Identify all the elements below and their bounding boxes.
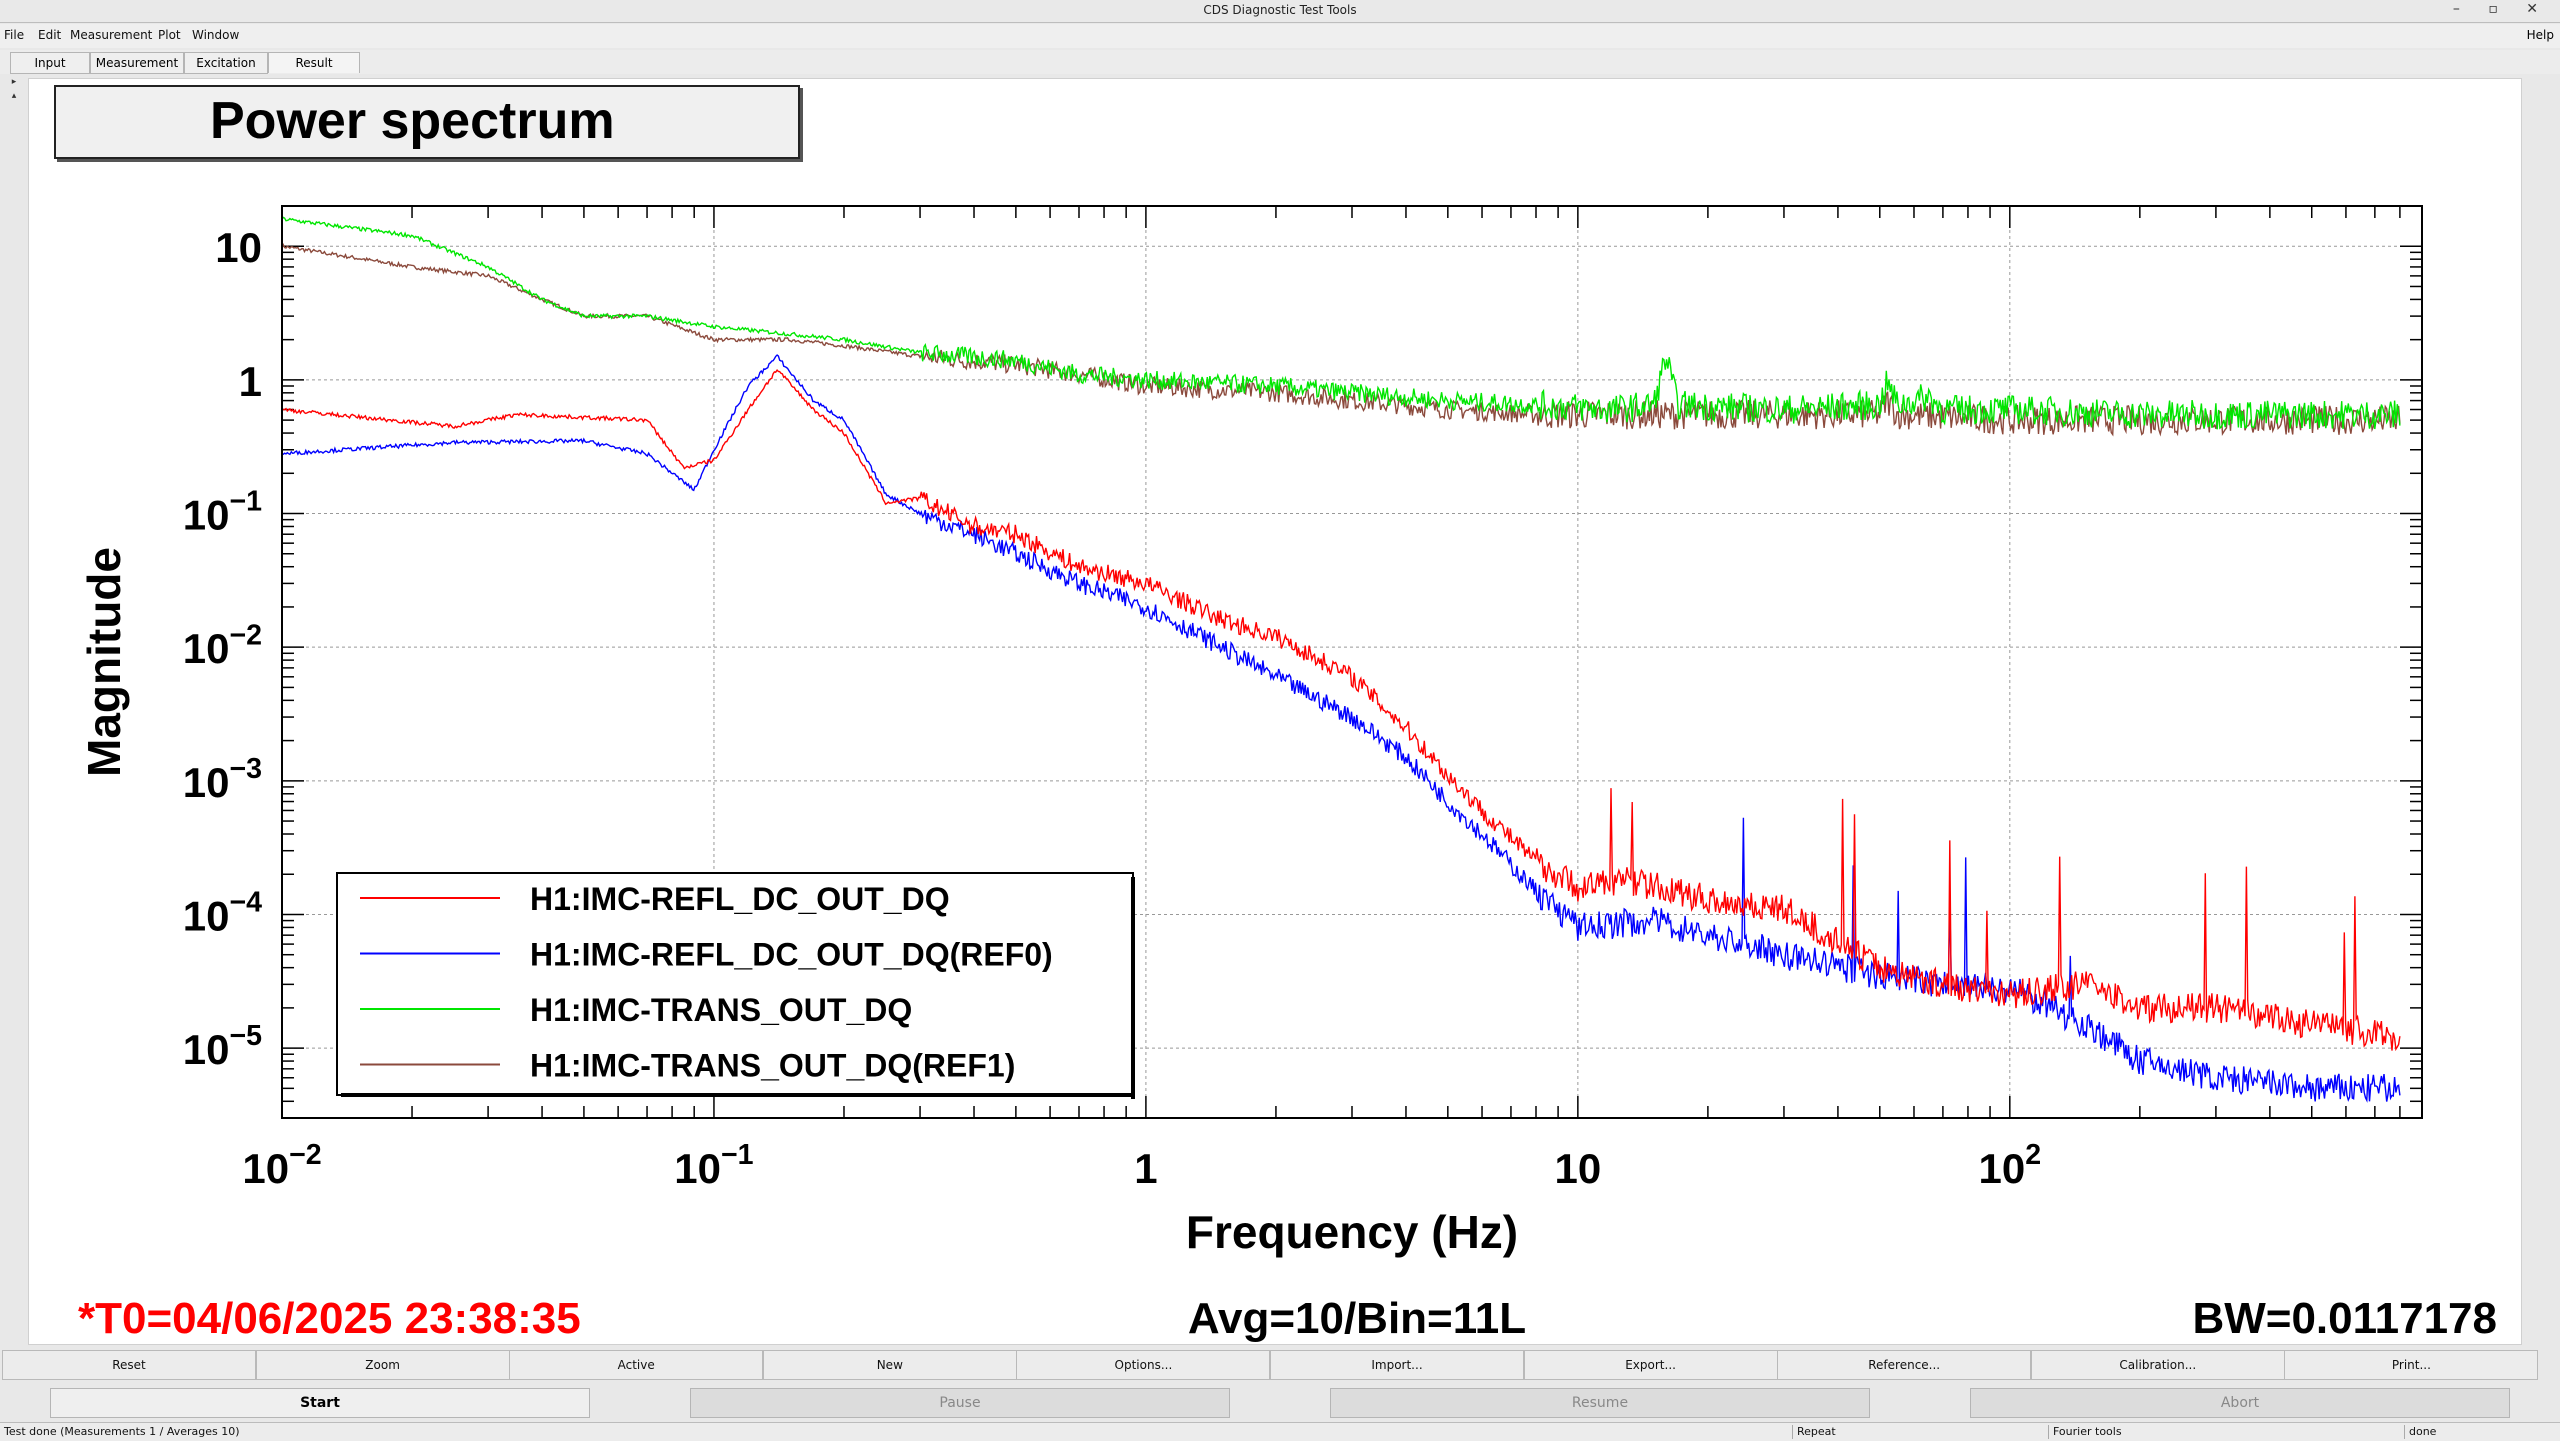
side-scroll-arrows[interactable]: ▸ ▴ xyxy=(6,75,22,105)
tab-excitation[interactable]: Excitation xyxy=(184,52,268,74)
export-button[interactable]: Export... xyxy=(1523,1350,1778,1380)
y-tick-label: 10−5 xyxy=(183,1020,262,1073)
abort-button[interactable]: Abort xyxy=(1970,1388,2510,1418)
x-tick-label: 10−2 xyxy=(242,1139,321,1192)
y-tick-label: 10−1 xyxy=(183,486,262,539)
tab-measurement[interactable]: Measurement xyxy=(90,52,184,74)
plot-toolbar: Reset Zoom Active New Options... Import... Exp… xyxy=(0,1345,2560,1385)
series-line-3 xyxy=(281,243,2401,437)
reset-button[interactable]: Reset xyxy=(2,1350,256,1380)
y-tick-label: 10 xyxy=(215,224,262,271)
plot-title-box: Power spectrum xyxy=(54,85,800,159)
tab-bar: Input Measurement Excitation Result xyxy=(0,50,2560,74)
start-button[interactable]: Start xyxy=(50,1388,590,1418)
calibration-button[interactable]: Calibration... xyxy=(2030,1350,2285,1380)
legend-entry: H1:IMC-REFL_DC_OUT_DQ(REF0) xyxy=(530,937,1053,973)
legend[interactable]: H1:IMC-REFL_DC_OUT_DQ H1:IMC-REFL_DC_OUT_… xyxy=(336,872,1135,1099)
active-button[interactable]: Active xyxy=(509,1350,764,1380)
x-tick-label: 102 xyxy=(1979,1139,2042,1192)
measurement-controls: Start Pause Resume Abort xyxy=(0,1386,2560,1422)
series-line-2 xyxy=(281,216,2401,430)
series-line-1 xyxy=(281,354,2401,1103)
menubar: File Edit Measurement Plot Window Help xyxy=(0,24,2560,48)
resume-button[interactable]: Resume xyxy=(1330,1388,1870,1418)
x-axis-label: Frequency (Hz) xyxy=(1186,1206,1518,1258)
y-tick-labels: 10−5 10−4 10−3 10−2 10−1 1 10 xyxy=(183,224,262,1073)
menu-plot[interactable]: Plot xyxy=(158,28,181,42)
arrow-up-icon[interactable]: ▴ xyxy=(11,91,17,101)
options-button[interactable]: Options... xyxy=(1016,1350,1271,1380)
x-tick-label: 10 xyxy=(1554,1145,1601,1192)
tab-input[interactable]: Input xyxy=(10,52,90,74)
menu-edit[interactable]: Edit xyxy=(38,28,62,42)
window-controls[interactable]: – ▫ ✕ xyxy=(2452,1,2550,17)
legend-entry: H1:IMC-TRANS_OUT_DQ(REF1) xyxy=(530,1048,1015,1084)
plot-frame xyxy=(281,205,2423,1119)
window-title: CDS Diagnostic Test Tools xyxy=(1203,3,1357,17)
y-tick-label: 1 xyxy=(239,358,262,405)
import-button[interactable]: Import... xyxy=(1270,1350,1524,1380)
pause-button[interactable]: Pause xyxy=(690,1388,1230,1418)
start-time-info: *T0=04/06/2025 23:38:35 xyxy=(78,1294,581,1343)
reference-button[interactable]: Reference... xyxy=(1777,1350,2032,1380)
x-tick-labels: 10−2 10−1 1 10 102 xyxy=(242,1139,2041,1192)
series-line-0 xyxy=(281,368,2401,1052)
x-tick-label: 1 xyxy=(1134,1145,1157,1192)
x-tick-label: 10−1 xyxy=(674,1139,753,1192)
y-tick-label: 10−2 xyxy=(183,619,262,672)
status-fourier: Fourier tools xyxy=(2048,1425,2122,1439)
new-button[interactable]: New xyxy=(762,1350,1017,1380)
zoom-button[interactable]: Zoom xyxy=(255,1350,510,1380)
y-axis-label: Magnitude xyxy=(78,547,130,777)
legend-entry: H1:IMC-TRANS_OUT_DQ xyxy=(530,992,912,1028)
status-message: Test done (Measurements 1 / Averages 10) xyxy=(4,1425,240,1438)
status-done: done xyxy=(2404,1425,2436,1439)
legend-entry: H1:IMC-REFL_DC_OUT_DQ xyxy=(530,881,950,917)
bandwidth-info: BW=0.0117178 xyxy=(2192,1294,2497,1343)
window-titlebar: CDS Diagnostic Test Tools – ▫ ✕ xyxy=(0,0,2560,23)
tab-result[interactable]: Result xyxy=(268,52,360,73)
chart-ticks xyxy=(281,205,2423,1119)
y-tick-label: 10−3 xyxy=(183,753,262,806)
menu-help[interactable]: Help xyxy=(2526,28,2554,42)
chart-series xyxy=(281,216,2401,1103)
menu-file[interactable]: File xyxy=(4,28,25,42)
print-button[interactable]: Print... xyxy=(2284,1350,2539,1380)
power-spectrum-chart[interactable]: 10−2 10−1 1 10 102 10−5 10−4 10−3 10−2 10−1 1 10 F… xyxy=(0,0,2560,1345)
arrow-right-icon[interactable]: ▸ xyxy=(11,77,17,87)
plot-panel[interactable] xyxy=(28,78,2522,1345)
status-bar: Test done (Measurements 1 / Averages 10)… xyxy=(0,1422,2560,1441)
menu-measurement[interactable]: Measurement xyxy=(70,28,153,42)
status-repeat: Repeat xyxy=(1792,1425,1836,1439)
menu-window[interactable]: Window xyxy=(192,28,240,42)
plot-title: Power spectrum xyxy=(210,92,615,150)
average-info: Avg=10/Bin=11L xyxy=(1188,1294,1526,1343)
y-tick-label: 10−4 xyxy=(183,887,262,940)
